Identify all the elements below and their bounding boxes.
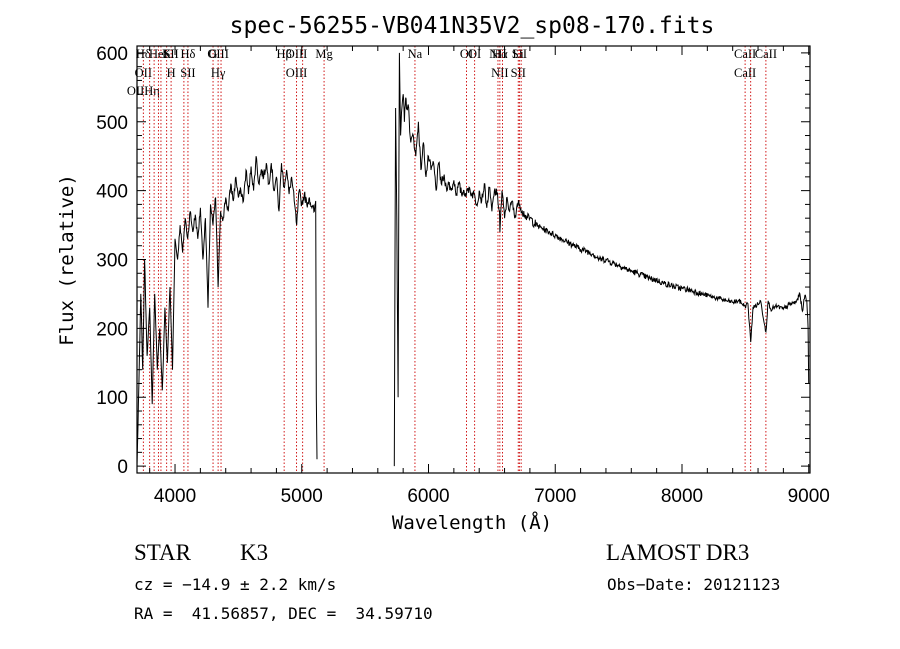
y-tick-label: 600 — [96, 44, 128, 65]
redshift-value: cz = −14.9 ± 2.2 km/s — [134, 575, 337, 594]
line-marker-label: H — [167, 66, 176, 80]
x-tick-label: 4000 — [154, 486, 196, 507]
y-tick-label: 300 — [96, 251, 128, 272]
line-marker-label: SII — [163, 47, 178, 61]
line-marker-label: OIII — [286, 66, 308, 80]
line-marker-label: Li — [513, 47, 525, 61]
y-tick-label: 500 — [96, 113, 128, 134]
line-marker-label: OII — [135, 66, 152, 80]
line-marker-label: G — [209, 47, 218, 61]
object-subclass: K3 — [240, 540, 269, 565]
line-marker-label: SII — [180, 66, 195, 80]
line-marker-label: SII — [512, 47, 527, 61]
line-marker-label: Hγ — [211, 66, 226, 80]
line-marker-label: Hδ — [180, 47, 195, 61]
y-tick-label: 0 — [117, 457, 128, 478]
x-tick-label: 5000 — [281, 486, 323, 507]
survey-name: LAMOST DR3 — [606, 540, 750, 565]
line-marker-label: Mg — [315, 47, 333, 61]
x-tick-label: 7000 — [534, 486, 576, 507]
line-marker-label: SII — [511, 66, 526, 80]
line-marker-label: K — [162, 47, 171, 61]
y-axis-label: Flux (relative) — [56, 174, 78, 346]
x-axis-ticks: 4000 5000 6000 7000 8000 9000 — [149, 46, 830, 507]
chart-title: spec-56255-VB041N35V2_sp08-170.fits — [230, 13, 715, 39]
spectrum-segment-0 — [136, 156, 318, 467]
observation-date: Obs−Date: 20121123 — [607, 575, 781, 594]
x-axis-label: Wavelength (Å) — [392, 511, 552, 534]
coordinates: RA = 41.56857, DEC = 34.59710 — [134, 604, 433, 623]
line-marker-label: OIIHη — [127, 84, 160, 98]
line-marker-label: Hα — [492, 47, 508, 61]
line-marker-label: NII — [491, 66, 508, 80]
line-marker-label: OIII — [207, 47, 229, 61]
x-tick-label: 8000 — [661, 486, 703, 507]
line-marker-label: CaII — [734, 66, 756, 80]
spectrum-series — [136, 52, 810, 467]
spectrum-segment-1 — [393, 52, 810, 467]
y-axis-ticks: 0 100 200 300 400 500 600 — [96, 44, 810, 478]
x-tick-label: 9000 — [788, 486, 830, 507]
y-tick-label: 400 — [96, 182, 128, 203]
plot-frame — [136, 45, 811, 474]
line-marker-label: Na — [408, 47, 423, 61]
line-marker-label: OIII — [286, 47, 308, 61]
line-marker-label: OI — [468, 47, 481, 61]
line-marker-label: CaII — [734, 47, 756, 61]
y-tick-label: 100 — [96, 388, 128, 409]
line-marker-label: Hβ — [276, 47, 291, 61]
object-class: STAR — [134, 540, 191, 565]
x-tick-label: 6000 — [407, 486, 449, 507]
line-marker-label: Hδ — [136, 47, 151, 61]
line-marker-label: OI — [460, 47, 473, 61]
spectral-line-markers: HδOIIOIIHηHeIKSIIHHδSIIGOIIIHγHβOIIIOIII… — [127, 46, 777, 473]
line-marker-label: CaII — [755, 47, 777, 61]
line-marker-label: HeI — [149, 47, 168, 61]
y-tick-label: 200 — [96, 319, 128, 340]
